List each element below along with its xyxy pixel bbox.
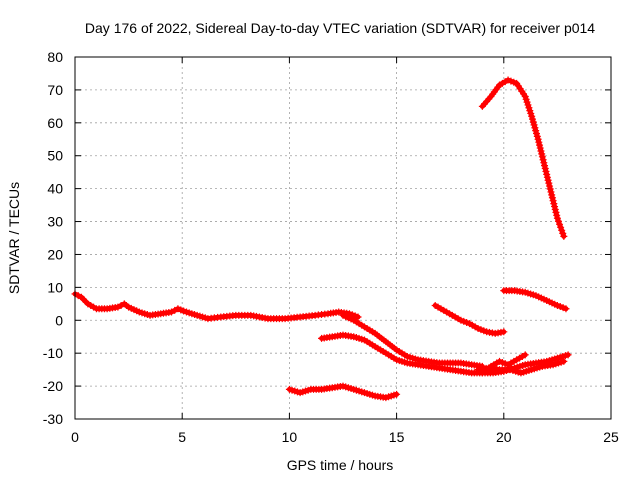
y-tick-label: 80	[47, 49, 63, 65]
x-tick-label: 0	[71, 429, 79, 445]
x-tick-label: 15	[389, 429, 405, 445]
y-tick-label: 30	[47, 214, 63, 230]
data-point-marker	[171, 306, 179, 314]
y-tick-label: 50	[47, 148, 63, 164]
y-tick-label: -30	[43, 411, 63, 427]
data-point-marker	[354, 313, 362, 321]
tick-layer: 0 5 10 15 20 25 -30 -20 -10 0 10 20 30 40 50 60 70 80	[43, 49, 619, 445]
x-tick-label: 25	[603, 429, 619, 445]
data-point-marker	[556, 220, 564, 228]
data-point-marker	[558, 226, 566, 234]
data-point-marker	[393, 390, 401, 398]
y-tick-label: 70	[47, 82, 63, 98]
y-tick-label: 60	[47, 115, 63, 131]
data-point-marker	[114, 303, 122, 311]
y-tick-label: 10	[47, 279, 63, 295]
data-point-marker	[553, 214, 561, 222]
data-point-marker	[554, 217, 562, 225]
series-track-8	[474, 357, 568, 377]
data-layer	[71, 76, 572, 402]
series-track-9	[500, 287, 570, 313]
data-point-marker	[500, 328, 508, 336]
data-point-marker	[167, 308, 175, 316]
data-point-marker	[559, 229, 567, 237]
data-point-marker	[564, 351, 572, 359]
series-track-5	[431, 301, 508, 337]
data-point-marker	[74, 292, 82, 300]
series-track-3	[339, 311, 486, 370]
data-point-marker	[560, 357, 568, 365]
chart-title: Day 176 of 2022, Sidereal Day-to-day VTE…	[85, 20, 595, 36]
data-point-marker	[560, 232, 568, 240]
y-tick-label: -20	[43, 378, 63, 394]
y-tick-label: 40	[47, 181, 63, 197]
x-axis-label: GPS time / hours	[287, 457, 394, 473]
series-track-4	[285, 382, 401, 402]
series-track-2	[318, 331, 508, 377]
y-tick-label: 0	[55, 312, 63, 328]
x-tick-label: 20	[496, 429, 512, 445]
y-tick-label: -10	[43, 345, 63, 361]
x-tick-label: 10	[282, 429, 298, 445]
series-track-1	[71, 290, 362, 323]
plot-frame	[74, 56, 612, 420]
y-axis-label: SDTVAR / TECUs	[6, 182, 22, 294]
y-tick-label: 20	[47, 246, 63, 262]
data-point-marker	[562, 305, 570, 313]
grid-layer	[75, 57, 611, 419]
x-tick-label: 5	[178, 429, 186, 445]
data-point-marker	[557, 223, 565, 231]
data-point-marker	[521, 351, 529, 359]
series-track-10	[478, 76, 568, 240]
